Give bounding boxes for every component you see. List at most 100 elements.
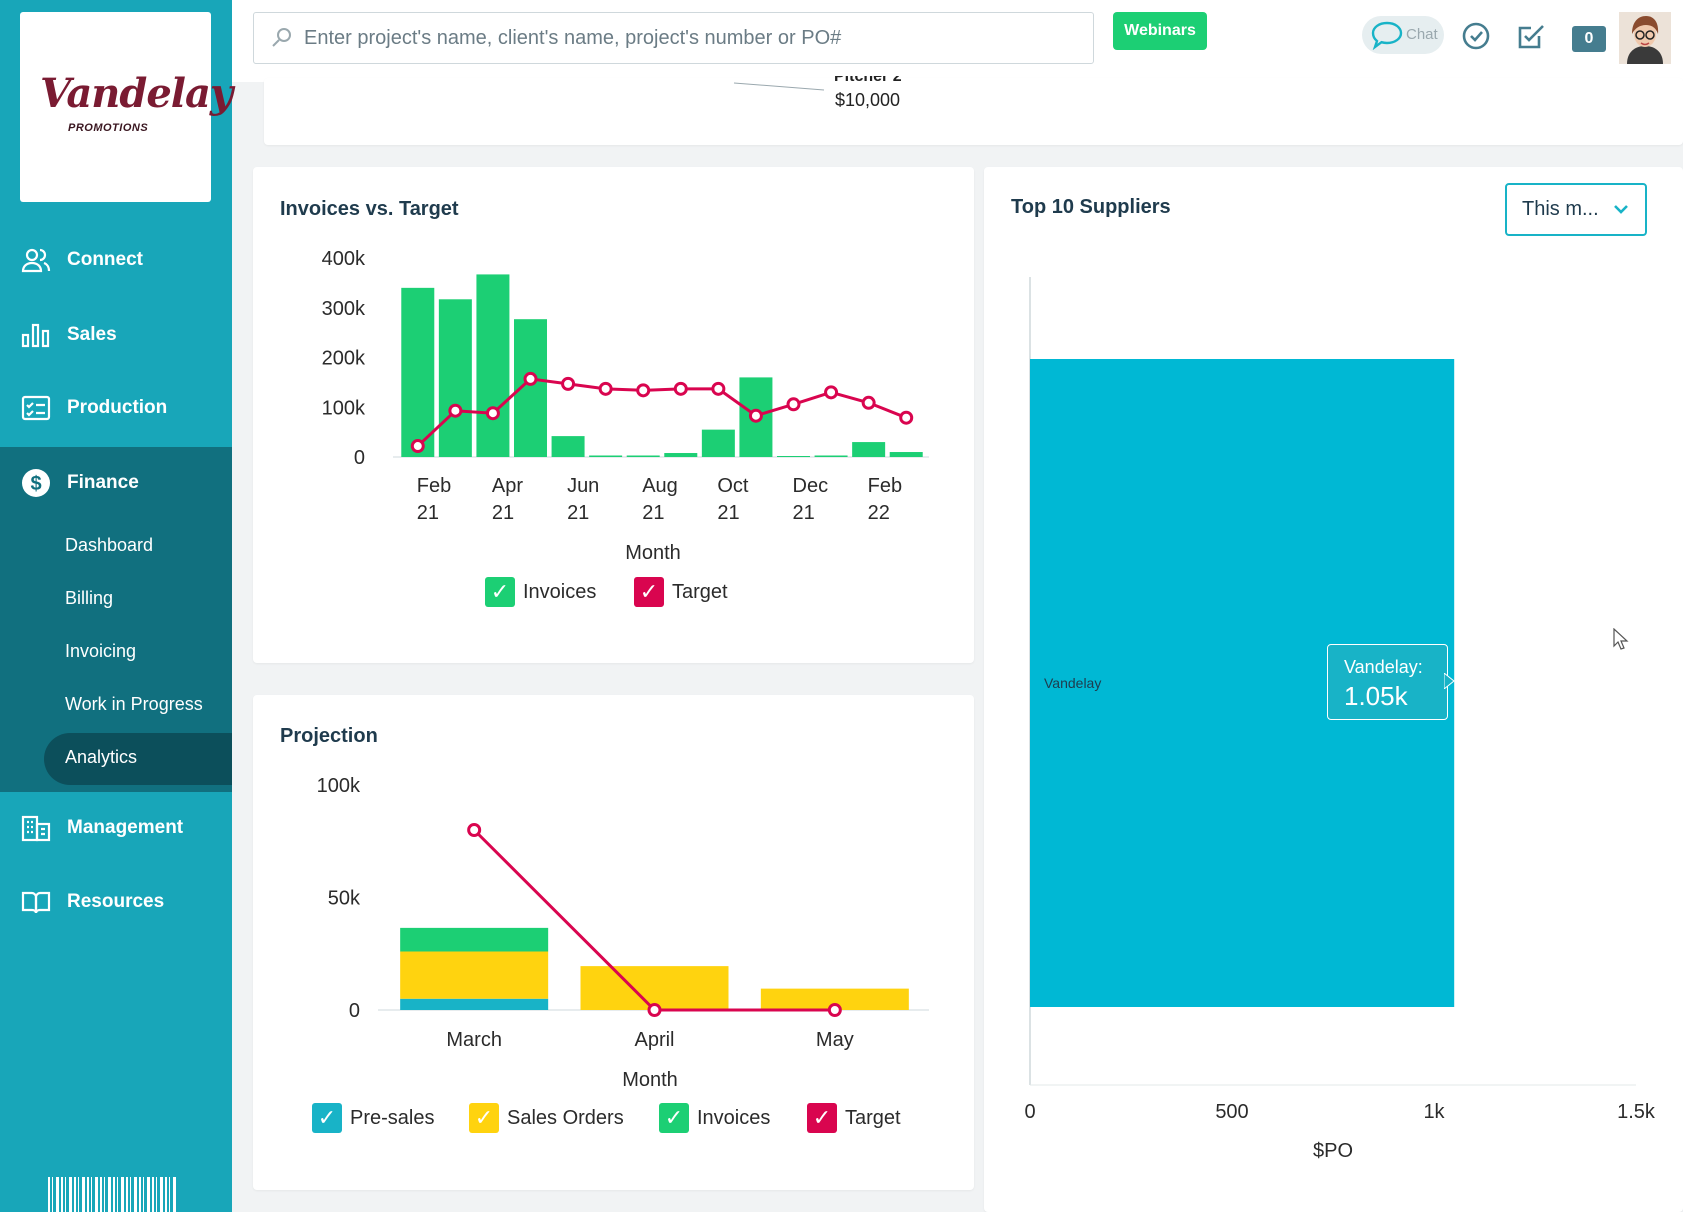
sidebar-item-label: Management (67, 817, 184, 838)
top-suppliers-card: Top 10 Suppliers Vandelay 0 500 1k 1.5k $PO (984, 167, 1683, 1212)
invoices-bar (400, 927, 549, 952)
x-tick-label: 21 (793, 502, 815, 524)
target-point (523, 371, 538, 386)
target-point (636, 383, 651, 398)
avatar[interactable] (1619, 12, 1671, 64)
sidebar-item-management[interactable]: Management (0, 793, 232, 863)
sidebar-item-label: Finance (67, 472, 139, 493)
invoice-bar (589, 455, 623, 457)
logo[interactable]: Vandelay PROMOTIONS (20, 12, 233, 202)
checkbox-checked-icon: ✓ (312, 1103, 342, 1133)
target-point (711, 381, 726, 396)
y-tick-label: 200k (322, 348, 366, 370)
target-point (748, 408, 763, 423)
projection-card: Projection 100k 50k 0 March April May Month ✓ … (253, 695, 974, 1190)
target-point (861, 395, 876, 410)
book-icon (20, 886, 52, 918)
sidebar-item-label: Resources (67, 891, 165, 912)
x-tick-label: Oct (717, 475, 749, 497)
sidebar-sub-work-in-progress[interactable]: Work in Progress (65, 694, 203, 714)
invoice-bar (401, 287, 435, 457)
chart-title: Projection (280, 725, 378, 747)
x-tick-label: May (816, 1029, 854, 1051)
invoice-bar (476, 274, 510, 457)
webinars-button[interactable]: Webinars (1113, 12, 1207, 50)
x-tick-label: 1.5k (1617, 1101, 1656, 1123)
sidebar-item-connect[interactable]: Connect (0, 225, 232, 295)
search-input[interactable] (304, 23, 1074, 53)
x-axis-label: Month (625, 542, 681, 564)
invoice-bar (626, 455, 660, 457)
sidebar-item-finance[interactable]: $ Finance (0, 448, 232, 518)
legend-invoices[interactable]: ✓ Invoices (659, 1103, 770, 1133)
y-tick-label: 100k (317, 775, 361, 797)
x-axis-label: $PO (1313, 1140, 1353, 1162)
projection-chart: 100k 50k 0 March April May Month (317, 775, 929, 1091)
tooltip-value: 1.05k (1344, 681, 1408, 711)
target-point (824, 385, 839, 400)
legend-label: Target (672, 580, 728, 603)
sidebar-item-sales[interactable]: Sales (0, 300, 232, 370)
checkbox-checked-icon: ✓ (485, 577, 515, 607)
target-point (467, 823, 482, 837)
legend-label: Pre-sales (350, 1106, 435, 1129)
chart-title: Top 10 Suppliers (1011, 196, 1171, 218)
notification-badge[interactable]: 0 (1572, 26, 1606, 52)
legend-invoices[interactable]: ✓ Invoices (485, 577, 596, 607)
period-filter-select[interactable]: This m... (1505, 183, 1647, 236)
sales-orders-bar (760, 988, 909, 1010)
x-tick-label: 0 (1024, 1101, 1035, 1123)
sidebar-item-resources[interactable]: Resources (0, 867, 232, 937)
x-tick-label: Feb (417, 475, 451, 497)
invoice-bar (438, 299, 472, 457)
legend-sales-orders[interactable]: ✓ Sales Orders (469, 1103, 624, 1133)
task-edit-icon[interactable] (1515, 20, 1547, 52)
x-tick-label: 500 (1215, 1101, 1248, 1123)
partial-value: $10,000 (835, 90, 901, 110)
tooltip-label: Vandelay: (1344, 657, 1423, 677)
sidebar-sub-billing[interactable]: Billing (65, 588, 114, 608)
tooltip-arrow (1444, 673, 1455, 689)
target-point (786, 397, 801, 412)
invoice-bar (852, 442, 886, 457)
sales-orders-bar (580, 966, 729, 1010)
sidebar-sub-dashboard[interactable]: Dashboard (65, 535, 154, 555)
sidebar-sub-invoicing[interactable]: Invoicing (65, 641, 137, 661)
y-tick-label: 100k (322, 397, 366, 419)
presales-bar (400, 998, 549, 1010)
target-point (827, 1003, 842, 1017)
target-point (899, 410, 914, 425)
svg-text:$: $ (30, 473, 41, 495)
x-tick-label: 21 (642, 502, 664, 524)
target-point (485, 406, 500, 421)
bar-chart-icon (20, 319, 52, 351)
invoice-bar (777, 456, 810, 457)
chat-button[interactable]: Chat (1362, 16, 1444, 54)
x-tick-label: Jun (567, 475, 599, 497)
barcode-decoration (48, 1177, 178, 1212)
logo-wordmark: Vandelay (40, 70, 233, 117)
legend-target[interactable]: ✓ Target (807, 1103, 901, 1133)
active-indicator (44, 733, 232, 785)
sidebar-sub-analytics[interactable]: Analytics (65, 747, 138, 767)
sidebar-item-production[interactable]: Production (0, 373, 232, 443)
search-box[interactable] (253, 12, 1094, 64)
checkmark-circle-icon[interactable] (1460, 20, 1492, 52)
bar-category-label: Vandelay (1044, 675, 1101, 691)
x-tick-label: Dec (793, 475, 829, 497)
invoice-bar (664, 453, 698, 457)
dollar-icon: $ (20, 467, 52, 499)
sidebar: Vandelay PROMOTIONS Connect Sales Produc… (0, 0, 233, 1212)
sidebar-item-label: Connect (67, 249, 143, 270)
legend-presales[interactable]: ✓ Pre-sales (312, 1103, 434, 1133)
select-value: This m... (1522, 198, 1599, 220)
checkbox-checked-icon: ✓ (469, 1103, 499, 1133)
y-tick-label: 0 (354, 447, 365, 469)
invoice-bar (551, 436, 585, 457)
x-axis-label: Month (622, 1069, 678, 1091)
invoice-bar (814, 455, 848, 457)
chevron-down-icon (1611, 199, 1631, 225)
sidebar-item-label: Sales (67, 324, 117, 345)
partial-label: Pitcher 2 (834, 68, 902, 85)
legend-target[interactable]: ✓ Target (634, 577, 728, 607)
